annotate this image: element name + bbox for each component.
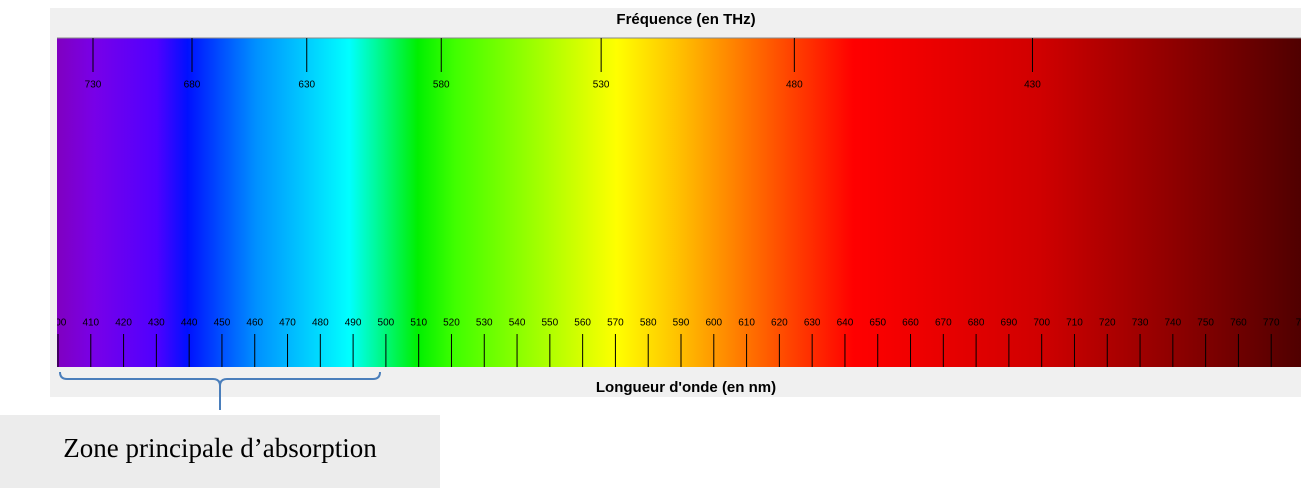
frequency-tick-label: 530 [593,80,610,91]
wavelength-tick-label: 550 [541,318,558,329]
frequency-tick-label: 580 [433,80,450,91]
wavelength-tick-label: 580 [640,318,657,329]
annotation-box [0,415,440,488]
frequency-tick-label: 680 [184,80,201,91]
wavelength-tick-label: 490 [345,318,362,329]
tick-group: 400 410 420 430 440 450 460 470 480 490 500 510 520 5… [50,38,1301,367]
wavelength-tick-label: 470 [279,318,296,329]
wavelength-tick-label: 710 [1066,318,1083,329]
wavelength-tick-label: 400 [50,318,67,329]
wavelength-tick-label: 750 [1197,318,1214,329]
wavelength-tick-label: 460 [246,318,263,329]
wavelength-tick-label: 610 [738,318,755,329]
wavelength-tick-label: 680 [968,318,985,329]
wavelength-title: Longueur d'onde (en nm) [596,379,776,396]
wavelength-tick-label: 520 [443,318,460,329]
wavelength-tick-label: 660 [902,318,919,329]
wavelength-tick-label: 540 [509,318,526,329]
frequency-tick-label: 430 [1024,80,1041,91]
wavelength-tick-label: 730 [1132,318,1149,329]
wavelength-tick-label: 530 [476,318,493,329]
wavelength-tick-label: 670 [935,318,952,329]
wavelength-tick-label: 720 [1099,318,1116,329]
wavelength-tick-label: 630 [804,318,821,329]
wavelength-tick-label: 690 [1001,318,1018,329]
wavelength-tick-label: 650 [869,318,886,329]
wavelength-tick-label: 430 [148,318,165,329]
frequency-title: Fréquence (en THz) [616,11,755,28]
frequency-tick-label: 480 [786,80,803,91]
wavelength-tick-label: 510 [410,318,427,329]
wavelength-tick-label: 440 [181,318,198,329]
spectrum [57,38,1301,367]
wavelength-tick-label: 760 [1230,318,1247,329]
wavelength-tick-label: 570 [607,318,624,329]
wavelength-tick-label: 450 [214,318,231,329]
bracket [59,371,381,410]
wavelength-tick-label: 770 [1263,318,1280,329]
wavelength-tick-label: 500 [378,318,395,329]
frequency-tick-label: 730 [85,80,102,91]
wavelength-tick-label: 600 [705,318,722,329]
wavelength-tick-label: 420 [115,318,132,329]
annotation: Zone principale d’absorption [63,433,377,463]
wavelength-tick-label: 410 [82,318,99,329]
wavelength-tick-label: 590 [673,318,690,329]
wavelength-tick-label: 640 [837,318,854,329]
wavelength-tick-label: 560 [574,318,591,329]
wavelength-tick-label: 740 [1164,318,1181,329]
wavelength-tick-label: 780 [1296,318,1301,329]
frequency-tick-label: 630 [298,80,315,91]
wavelength-tick-label: 480 [312,318,329,329]
wavelength-tick-label: 620 [771,318,788,329]
wavelength-tick-label: 700 [1033,318,1050,329]
